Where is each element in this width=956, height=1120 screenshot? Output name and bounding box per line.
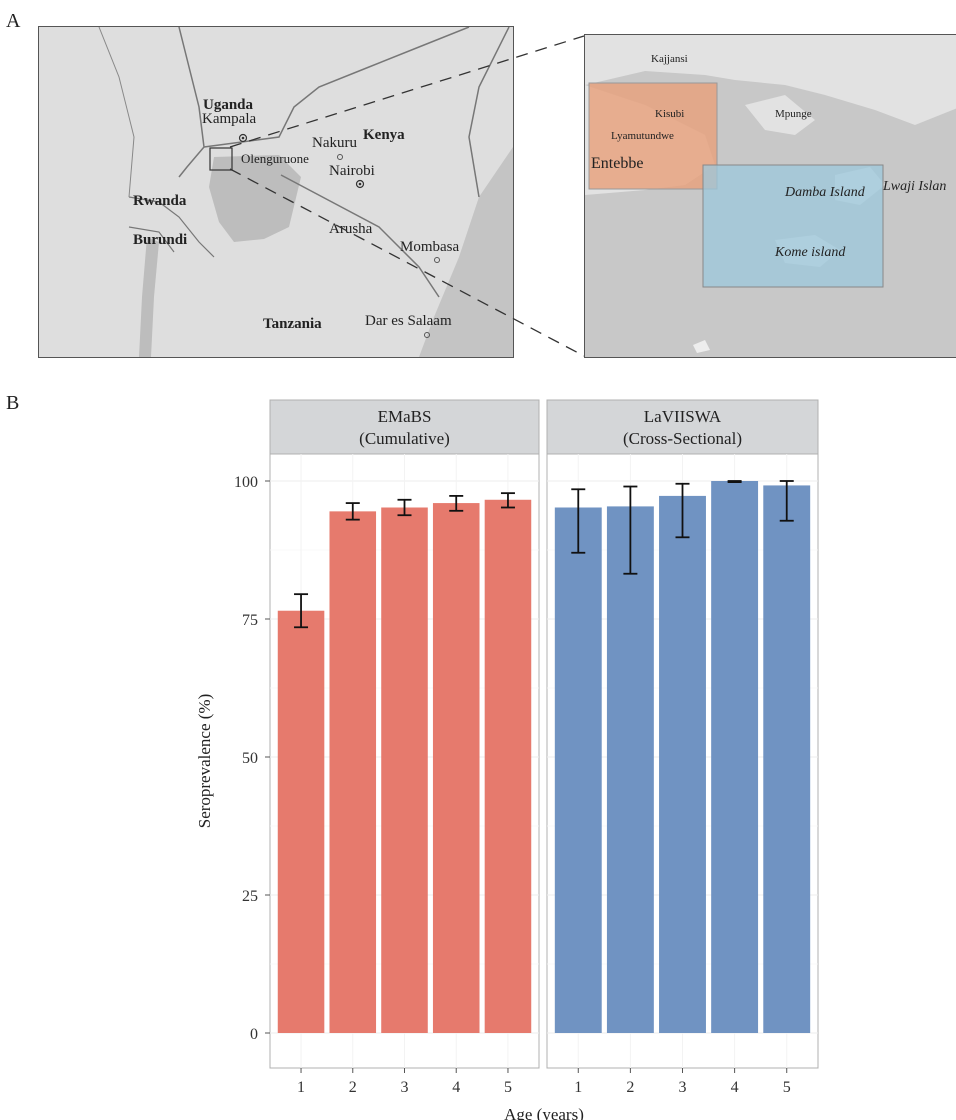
city-label-olenguruone: Olenguruone — [241, 151, 309, 166]
x-tick-label: 1 — [297, 1079, 305, 1096]
bar-2-5 — [763, 485, 811, 1033]
inset-map: Kajjansi Kisubi Mpunge Lyamutundwe Enteb… — [584, 34, 956, 358]
place-label-kisubi: Kisubi — [655, 108, 685, 120]
y-tick-label: 75 — [242, 612, 258, 629]
place-label-mpunge: Mpunge — [775, 108, 812, 120]
city-label-kampala: Kampala — [202, 111, 257, 127]
x-tick-label: 3 — [401, 1079, 409, 1096]
x-tick-label: 5 — [504, 1079, 512, 1096]
x-tick-label: 2 — [626, 1079, 634, 1096]
panel-label-b: B — [6, 392, 20, 414]
island-label-kome: Kome island — [775, 245, 846, 260]
place-label-lyamutundwe: Lyamutundwe — [611, 130, 674, 142]
bar-1-4 — [432, 503, 480, 1033]
x-tick-label: 5 — [783, 1079, 791, 1096]
facet-title-1: EMaBS — [378, 407, 432, 426]
facet-title-2: LaVIISWA — [644, 407, 722, 426]
y-axis-title: Seroprevalence (%) — [195, 694, 214, 829]
country-label-burundi: Burundi — [133, 232, 188, 248]
bar-2-2 — [606, 506, 654, 1034]
x-tick-label: 4 — [731, 1079, 739, 1096]
city-label-nairobi: Nairobi — [329, 163, 375, 179]
country-label-rwanda: Rwanda — [133, 193, 187, 209]
island-label-damba: Damba Island — [785, 185, 865, 200]
facet-subtitle-1: (Cumulative) — [359, 429, 450, 448]
facet-strip-1 — [269, 399, 540, 455]
x-tick-label: 4 — [452, 1079, 460, 1096]
place-label-kajjansi: Kajjansi — [651, 53, 688, 65]
panel-label-a: A — [6, 10, 21, 32]
x-tick-label: 1 — [574, 1079, 582, 1096]
island-label-lwaji: Lwaji Islan — [883, 179, 947, 194]
bar-1-1 — [277, 610, 325, 1033]
bar-1-5 — [484, 499, 532, 1033]
y-tick-label: 25 — [242, 888, 258, 905]
inset-map-background — [585, 35, 956, 357]
city-label-mombasa: Mombasa — [400, 239, 460, 255]
place-label-entebbe: Entebbe — [591, 155, 644, 172]
regional-map: Uganda Kampala Nakuru Kenya Olenguruone … — [38, 26, 514, 358]
bar-1-3 — [381, 507, 428, 1034]
facet-subtitle-2: (Cross-Sectional) — [623, 429, 742, 448]
y-tick-label: 50 — [242, 750, 258, 767]
x-axis-title: Age (years) — [504, 1105, 584, 1120]
seroprevalence-chart: EMaBS (Cumulative) 1 2 3 4 5 LaVIISWA (Cross-Sec… — [195, 399, 819, 1120]
bar-2-1 — [554, 507, 602, 1034]
country-label-tanzania: Tanzania — [263, 316, 322, 332]
city-label-arusha: Arusha — [329, 221, 373, 237]
bar-2-3 — [659, 495, 706, 1033]
bar-2-4 — [711, 481, 759, 1033]
x-tick-label: 2 — [349, 1079, 357, 1096]
y-tick-label: 100 — [234, 474, 258, 491]
regional-map-background — [39, 27, 513, 357]
x-tick-label: 3 — [679, 1079, 687, 1096]
city-label-dar-es-salaam: Dar es Salaam — [365, 313, 452, 329]
country-label-kenya: Kenya — [363, 127, 405, 143]
bar-1-2 — [329, 511, 377, 1033]
city-label-nakuru: Nakuru — [312, 135, 357, 151]
y-tick-label: 0 — [250, 1026, 258, 1043]
